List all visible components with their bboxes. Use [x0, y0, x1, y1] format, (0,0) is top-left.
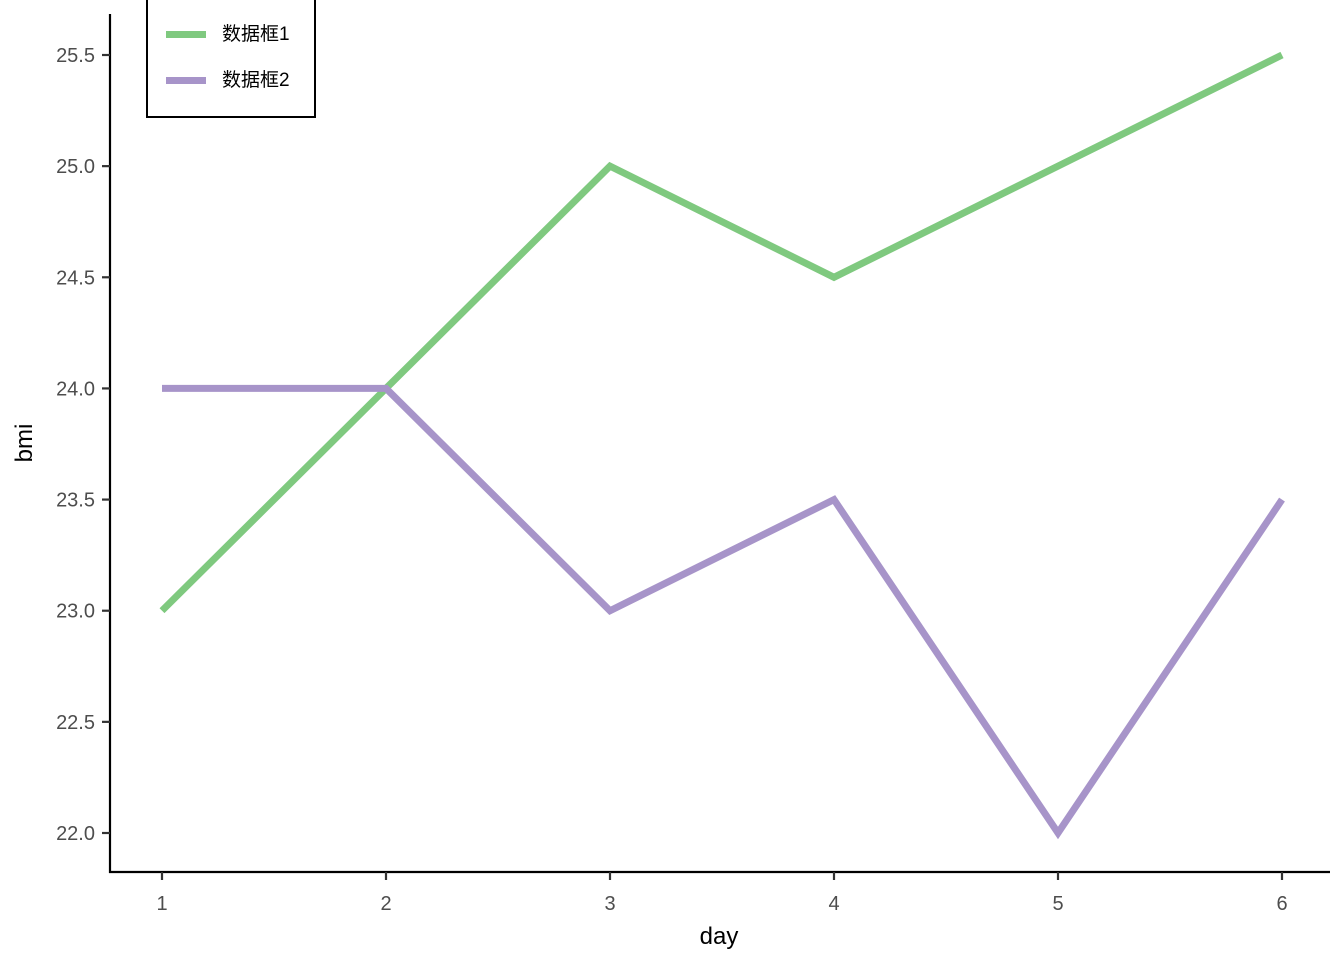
x-tick-label: 4: [828, 893, 839, 915]
y-axis-title: bmi: [11, 424, 38, 463]
legend-item: 数据框1: [166, 25, 314, 44]
y-tick-label: 24.0: [56, 378, 95, 400]
legend-key-line-series1: [166, 31, 206, 39]
y-tick-label: 23.5: [56, 490, 95, 512]
x-tick-label: 1: [156, 893, 167, 915]
x-axis-title: day: [700, 923, 739, 950]
legend-item: 数据框2: [166, 71, 314, 90]
y-tick-label: 25.5: [56, 45, 95, 67]
legend-label-series1: 数据框1: [222, 24, 290, 46]
y-tick-label: 22.0: [56, 823, 95, 845]
x-tick-label: 2: [380, 893, 391, 915]
x-tick-label: 3: [604, 893, 615, 915]
x-tick-label: 6: [1276, 893, 1287, 915]
y-tick-label: 24.5: [56, 267, 95, 289]
series-line-2: [162, 384, 1285, 840]
legend-label-series2: 数据框2: [222, 69, 290, 91]
y-tick-label: 22.5: [56, 712, 95, 734]
y-tick-label: 25.0: [56, 156, 95, 178]
x-tick-label: 5: [1052, 893, 1063, 915]
legend: 数据框1 数据框2: [146, 0, 316, 118]
series-line-1: [159, 51, 1284, 614]
y-tick-label: 23.0: [56, 601, 95, 623]
legend-key-line-series2: [166, 76, 206, 84]
